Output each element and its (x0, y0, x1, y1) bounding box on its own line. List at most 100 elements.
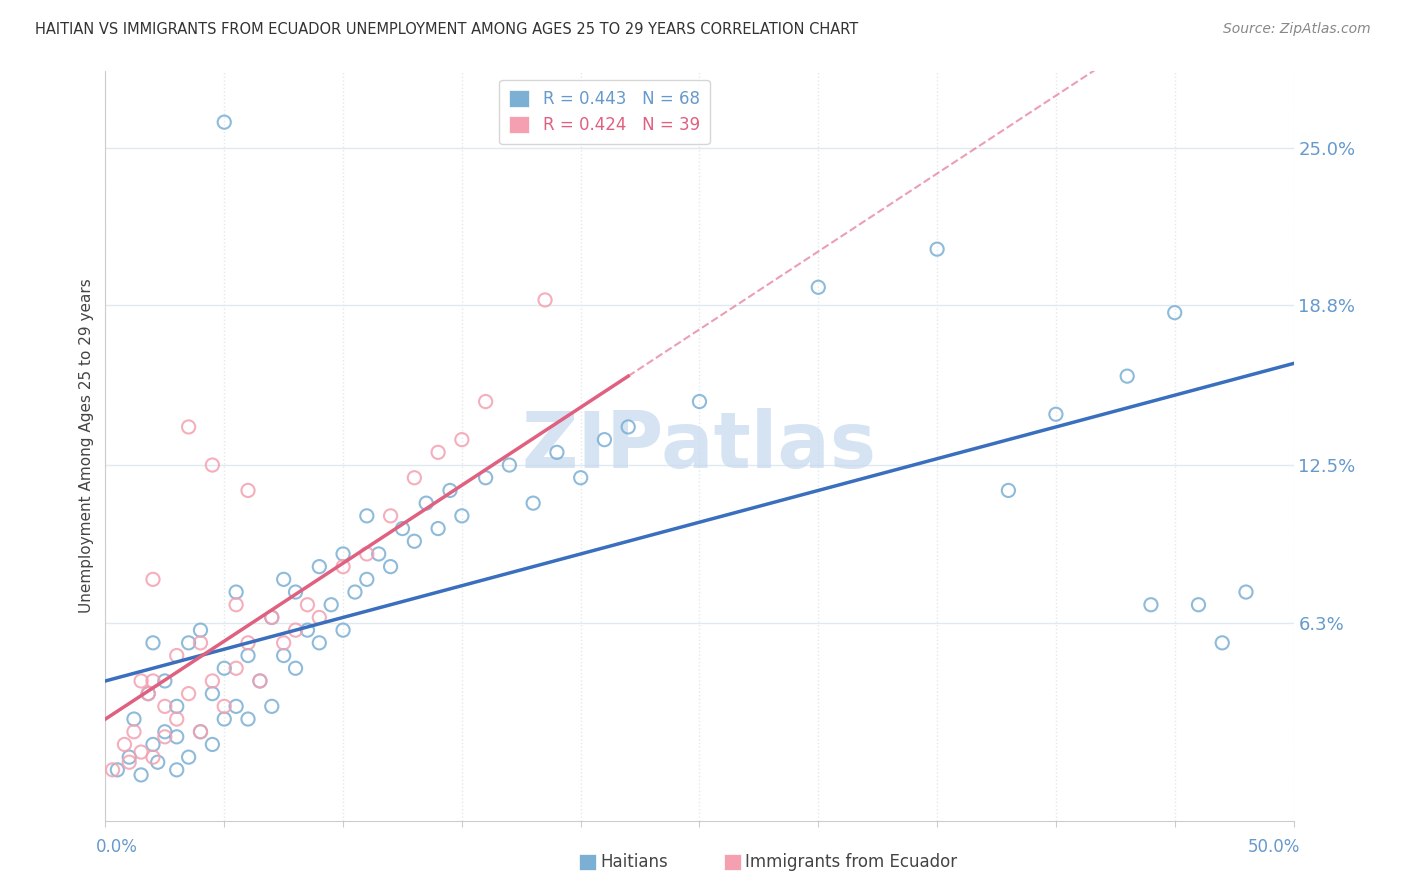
Point (142, 738, 165, 752)
Point (201, 738, 224, 752)
Point (166, 699, 188, 714)
Point (427, 445, 450, 459)
Point (142, 750, 165, 764)
Point (404, 534, 426, 549)
Point (925, 242, 948, 256)
Point (236, 483, 259, 498)
Point (129, 745, 152, 759)
Point (273, 648, 295, 663)
Point (105, 763, 128, 777)
Point (129, 673, 152, 688)
Point (367, 547, 389, 561)
Point (260, 699, 283, 714)
Point (118, 750, 141, 764)
Point (297, 598, 319, 612)
Y-axis label: Unemployment Among Ages 25 to 29 years: Unemployment Among Ages 25 to 29 years (79, 278, 94, 614)
Point (136, 687, 159, 701)
Point (284, 623, 307, 637)
Point (225, 598, 247, 612)
Point (122, 724, 145, 739)
Point (177, 687, 200, 701)
Point (201, 687, 224, 701)
Point (225, 699, 247, 714)
Point (284, 661, 307, 675)
Point (249, 673, 271, 688)
Text: 50.0%: 50.0% (1249, 838, 1301, 855)
Point (236, 712, 259, 726)
Point (997, 483, 1019, 498)
Text: ZIPatlas: ZIPatlas (522, 408, 877, 484)
Legend: R = 0.443   N = 68, R = 0.424   N = 39: R = 0.443 N = 68, R = 0.424 N = 39 (499, 79, 710, 145)
Point (689, 394, 711, 409)
Text: HAITIAN VS IMMIGRANTS FROM ECUADOR UNEMPLOYMENT AMONG AGES 25 TO 29 YEARS CORREL: HAITIAN VS IMMIGRANTS FROM ECUADOR UNEMP… (35, 22, 859, 37)
Point (153, 730, 176, 744)
Point (166, 763, 188, 777)
Point (498, 458, 520, 472)
Point (332, 623, 354, 637)
Point (593, 433, 616, 447)
Point (522, 496, 544, 510)
Point (190, 623, 212, 637)
Point (356, 508, 378, 523)
Point (617, 420, 640, 434)
Point (122, 712, 145, 726)
Point (534, 293, 557, 307)
Point (153, 699, 176, 714)
Point (260, 610, 283, 624)
Point (1140, 598, 1163, 612)
Point (474, 471, 496, 485)
Point (308, 636, 330, 650)
Point (190, 724, 212, 739)
Point (142, 636, 165, 650)
Point (356, 547, 378, 561)
Point (427, 522, 450, 536)
Text: 0.0%: 0.0% (96, 838, 138, 855)
Point (214, 115, 236, 129)
Point (450, 508, 472, 523)
Point (474, 394, 496, 409)
Point (177, 636, 200, 650)
Point (1187, 598, 1209, 612)
Point (1234, 585, 1257, 599)
Point (114, 738, 136, 752)
Point (236, 636, 259, 650)
Point (380, 508, 402, 523)
Point (343, 585, 366, 599)
Point (225, 585, 247, 599)
Point (569, 471, 592, 485)
Point (236, 648, 259, 663)
Point (214, 699, 236, 714)
Point (391, 522, 413, 536)
Point (136, 687, 159, 701)
Point (546, 445, 568, 459)
Point (273, 572, 295, 586)
Point (807, 280, 830, 294)
Point (260, 610, 283, 624)
Point (153, 724, 176, 739)
Point (273, 636, 295, 650)
Point (356, 572, 378, 586)
Point (118, 756, 141, 770)
Point (177, 420, 200, 434)
Point (190, 636, 212, 650)
Point (249, 673, 271, 688)
Text: Haitians: Haitians (600, 853, 668, 871)
Point (214, 712, 236, 726)
Point (166, 730, 188, 744)
Point (101, 763, 124, 777)
Point (415, 496, 437, 510)
Point (146, 756, 169, 770)
Point (297, 623, 319, 637)
Point (321, 598, 343, 612)
Text: Immigrants from Ecuador: Immigrants from Ecuador (745, 853, 957, 871)
Text: Source: ZipAtlas.com: Source: ZipAtlas.com (1223, 22, 1371, 37)
Point (332, 559, 354, 574)
Point (439, 483, 461, 498)
Point (1211, 636, 1233, 650)
Point (284, 585, 307, 599)
Point (308, 610, 330, 624)
Point (450, 433, 472, 447)
Point (201, 458, 224, 472)
Point (308, 559, 330, 574)
Point (190, 724, 212, 739)
